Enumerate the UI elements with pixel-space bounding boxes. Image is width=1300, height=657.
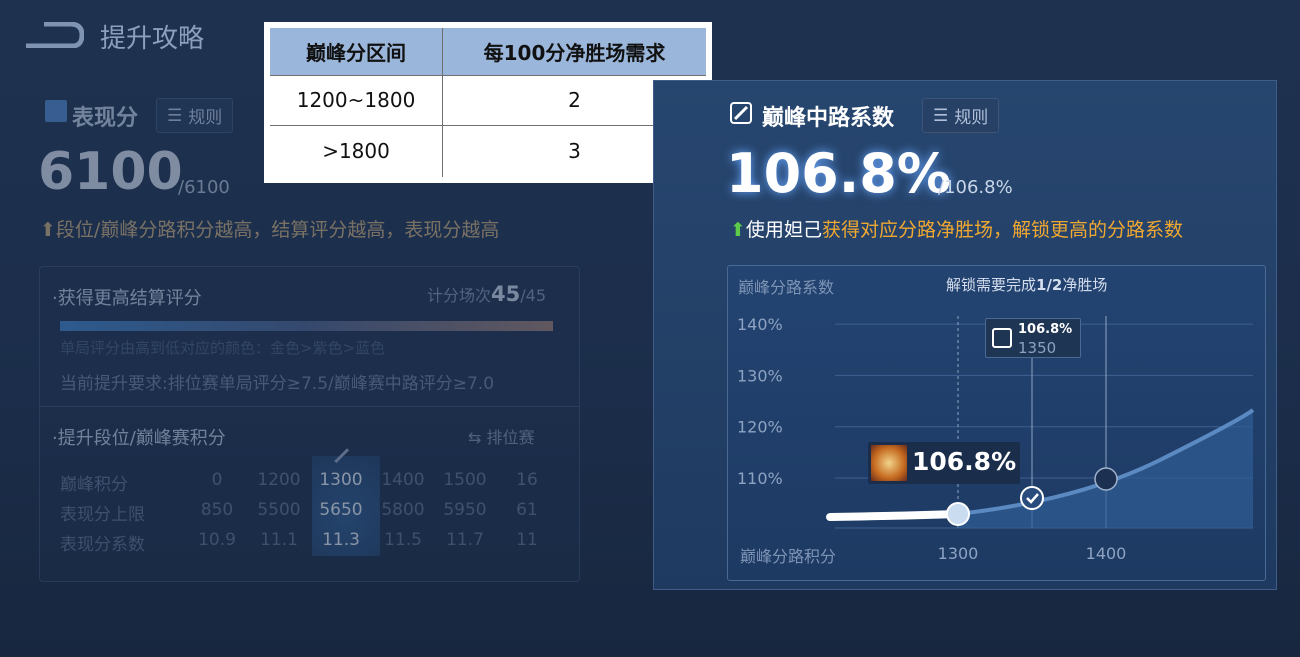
current-value-label: 106.8% xyxy=(868,442,1020,484)
y-tick-label: 110% xyxy=(737,469,783,488)
coef-value: 106.8% xyxy=(726,142,951,205)
coef-max: /106.8% xyxy=(938,177,1013,198)
performance-detail-card xyxy=(39,266,580,582)
tooltip-x: 1350 xyxy=(1018,339,1057,357)
rule-label: 规则 xyxy=(954,108,989,128)
table-cell: >1800 xyxy=(266,124,444,181)
rank-cell: 0 xyxy=(211,470,223,490)
rank-row-label: 表现分系数 xyxy=(60,535,145,555)
color-note: 单局评分由高到低对应的颜色：金色>紫色>蓝色 xyxy=(60,339,386,357)
list-icon: ☰ xyxy=(167,105,183,126)
current-point xyxy=(946,502,970,526)
back-arrow-icon[interactable] xyxy=(24,22,84,48)
requirement-text: 当前提升要求:排位赛单局评分≥7.5/巅峰赛中路评分≥7.0 xyxy=(60,374,495,394)
completed-point xyxy=(1020,486,1044,510)
up-arrow-icon: ⬆ xyxy=(730,219,746,241)
coef-hint: ⬆使用妲己获得对应分路净胜场，解锁更高的分路系数 xyxy=(730,219,1183,241)
settle-title: ·获得更高结算评分 xyxy=(52,288,202,309)
x-tick-label: 1400 xyxy=(1086,544,1127,563)
y-axis-label: 巅峰分路系数 xyxy=(738,278,835,297)
rank-cell: 1200 xyxy=(257,470,301,490)
page-title: 提升攻略 xyxy=(100,24,205,54)
tooltip: 106.8% 1350 xyxy=(985,318,1081,358)
divider xyxy=(40,406,579,407)
rank-cell: 1300 xyxy=(319,470,363,490)
future-area xyxy=(958,410,1253,528)
switch-ranked-button[interactable]: ⇆ 排位赛 xyxy=(468,428,535,447)
y-tick-label: 130% xyxy=(737,366,783,385)
rank-cell: 5800 xyxy=(381,500,425,520)
rank-cell: 1500 xyxy=(443,470,487,490)
coef-rule-button[interactable]: ☰ 规则 xyxy=(922,98,1000,133)
y-tick-label: 120% xyxy=(737,418,783,437)
chart-subtitle: 解锁需要完成1/2净胜场 xyxy=(946,276,1108,294)
rank-cell: 11.7 xyxy=(446,530,484,550)
performance-score: 6100 xyxy=(38,142,183,202)
rank-cell: 10.9 xyxy=(198,530,236,550)
x-axis-label: 巅峰分路积分 xyxy=(740,547,837,566)
rank-cell: 11 xyxy=(516,530,538,550)
settle-count: 计分场次45/45 xyxy=(427,282,546,306)
table-header: 每100分净胜场需求 xyxy=(442,24,710,76)
hero-avatar xyxy=(871,445,907,481)
progress-line xyxy=(826,510,962,521)
performance-max: /6100 xyxy=(178,177,230,198)
swap-icon: ⇆ xyxy=(468,428,487,447)
rank-cell: 61 xyxy=(516,500,538,520)
coef-curve xyxy=(957,408,1255,516)
rank-cell: 5500 xyxy=(257,500,301,520)
pen-icon xyxy=(730,102,752,124)
rank-cell: 5950 xyxy=(443,500,487,520)
rank-cell: 1400 xyxy=(381,470,425,490)
rank-title: ·提升段位/巅峰赛积分 xyxy=(52,428,226,449)
performance-title: 表现分 xyxy=(72,106,139,131)
locked-point xyxy=(1094,467,1118,491)
y-tick-label: 140% xyxy=(737,315,783,334)
current-column-highlight xyxy=(312,456,380,556)
coef-title: 巅峰中路系数 xyxy=(762,106,895,131)
rank-cell: 11.5 xyxy=(384,530,422,550)
rank-row-label: 巅峰积分 xyxy=(60,475,128,495)
check-icon xyxy=(1026,493,1039,504)
tooltip-value: 106.8% xyxy=(1018,322,1073,337)
settle-progress-bar xyxy=(60,321,553,331)
rank-cell: 11.3 xyxy=(322,530,360,550)
rank-cell: 850 xyxy=(200,500,234,520)
rank-row-label: 表现分上限 xyxy=(60,505,145,525)
list-icon: ☰ xyxy=(933,105,949,126)
rank-cell: 5650 xyxy=(319,500,363,520)
performance-rule-button[interactable]: ☰ 规则 xyxy=(156,98,234,133)
rank-cell: 11.1 xyxy=(260,530,298,550)
current-value: 106.8% xyxy=(912,447,1017,476)
rank-cell: 16 xyxy=(516,470,538,490)
edit-icon xyxy=(45,100,67,122)
performance-hint: ⬆段位/巅峰分路积分越高，结算评分越高，表现分越高 xyxy=(40,219,500,241)
x-tick-label: 1300 xyxy=(938,544,979,563)
table-header: 巅峰分区间 xyxy=(266,24,444,76)
rule-label: 规则 xyxy=(188,108,223,128)
pen-icon xyxy=(992,328,1012,348)
